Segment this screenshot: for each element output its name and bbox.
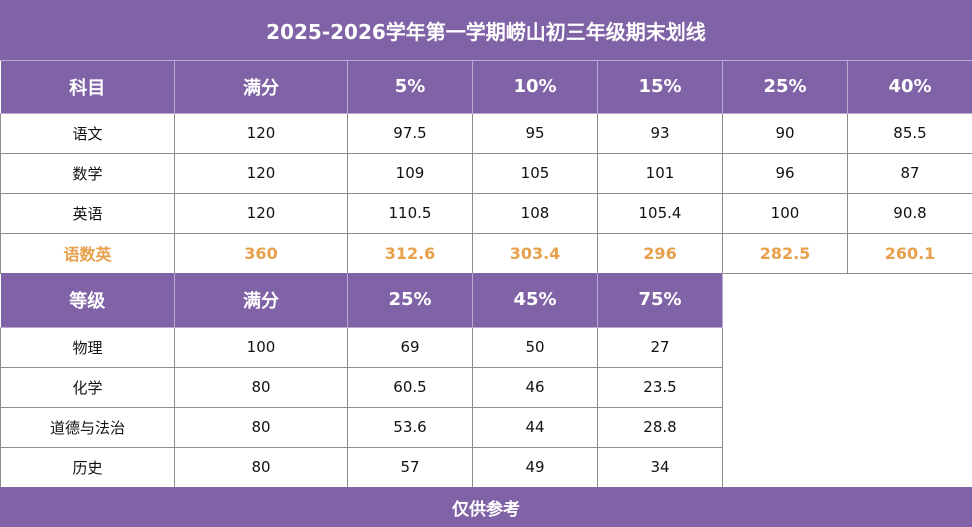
table-header-row: 等级 满分 25% 45% 75% — [0, 273, 723, 328]
table-cell: 97.5 — [347, 112, 473, 154]
header-full-score: 满分 — [174, 61, 348, 114]
table-row: 化学 80 60.5 46 23.5 — [0, 366, 723, 408]
table-cell: 历史 — [0, 446, 175, 488]
table-cell: 120 — [174, 152, 348, 194]
table-cell: 90.8 — [847, 192, 972, 234]
header-grade: 等级 — [0, 273, 175, 328]
table-cell: 95 — [472, 112, 598, 154]
total-cell: 360 — [174, 232, 348, 274]
table-cell: 49 — [472, 446, 598, 488]
header-pct-15: 15% — [597, 61, 723, 114]
header-pct-5: 5% — [347, 61, 473, 114]
table-cell: 69 — [347, 326, 473, 368]
grade-subjects-table: 等级 满分 25% 45% 75% 物理 100 69 50 27 化学 80 … — [0, 273, 723, 488]
header-full-score: 满分 — [174, 273, 348, 328]
table-cell: 105 — [472, 152, 598, 194]
table-row: 道德与法治 80 53.6 44 28.8 — [0, 406, 723, 448]
table-cell: 80 — [174, 446, 348, 488]
table-cell: 80 — [174, 366, 348, 408]
table-cell: 109 — [347, 152, 473, 194]
table-cell: 28.8 — [597, 406, 723, 448]
table-row: 数学 120 109 105 101 96 87 — [0, 152, 972, 194]
total-row: 语数英 360 312.6 303.4 296 282.5 260.1 — [0, 232, 972, 274]
table-cell: 57 — [347, 446, 473, 488]
total-cell: 312.6 — [347, 232, 473, 274]
sheet-title: 2025-2026学年第一学期崂山初三年级期末划线 — [0, 0, 972, 61]
main-subjects-table: 科目 满分 5% 10% 15% 25% 40% 语文 120 97.5 95 … — [0, 61, 972, 274]
table-cell: 85.5 — [847, 112, 972, 154]
table-cell: 108 — [472, 192, 598, 234]
table-row: 英语 120 110.5 108 105.4 100 90.8 — [0, 192, 972, 234]
table-cell: 英语 — [0, 192, 175, 234]
header-pct-45: 45% — [472, 273, 598, 328]
table-cell: 100 — [722, 192, 848, 234]
table-cell: 100 — [174, 326, 348, 368]
table-cell: 120 — [174, 192, 348, 234]
table-cell: 44 — [472, 406, 598, 448]
total-cell: 260.1 — [847, 232, 972, 274]
reference-footer: 仅供参考 — [0, 487, 972, 527]
table-cell: 105.4 — [597, 192, 723, 234]
table-cell: 道德与法治 — [0, 406, 175, 448]
total-cell: 语数英 — [0, 232, 175, 274]
table-cell: 数学 — [0, 152, 175, 194]
table-cell: 96 — [722, 152, 848, 194]
table-cell: 53.6 — [347, 406, 473, 448]
table-cell: 27 — [597, 326, 723, 368]
header-pct-10: 10% — [472, 61, 598, 114]
header-subject: 科目 — [0, 61, 175, 114]
table-row: 语文 120 97.5 95 93 90 85.5 — [0, 112, 972, 154]
table-cell: 60.5 — [347, 366, 473, 408]
table-cell: 101 — [597, 152, 723, 194]
table-cell: 34 — [597, 446, 723, 488]
table-cell: 50 — [472, 326, 598, 368]
table-cell: 语文 — [0, 112, 175, 154]
table-cell: 物理 — [0, 326, 175, 368]
table-cell: 110.5 — [347, 192, 473, 234]
table-row: 历史 80 57 49 34 — [0, 446, 723, 488]
total-cell: 282.5 — [722, 232, 848, 274]
table-cell: 化学 — [0, 366, 175, 408]
table-row: 物理 100 69 50 27 — [0, 326, 723, 368]
table-header-row: 科目 满分 5% 10% 15% 25% 40% — [0, 61, 972, 114]
header-pct-40: 40% — [847, 61, 972, 114]
table-cell: 87 — [847, 152, 972, 194]
header-pct-25: 25% — [722, 61, 848, 114]
header-pct-25: 25% — [347, 273, 473, 328]
table-cell: 46 — [472, 366, 598, 408]
total-cell: 303.4 — [472, 232, 598, 274]
table-cell: 90 — [722, 112, 848, 154]
table-cell: 23.5 — [597, 366, 723, 408]
table-cell: 93 — [597, 112, 723, 154]
table-cell: 120 — [174, 112, 348, 154]
total-cell: 296 — [597, 232, 723, 274]
header-pct-75: 75% — [597, 273, 723, 328]
table-cell: 80 — [174, 406, 348, 448]
